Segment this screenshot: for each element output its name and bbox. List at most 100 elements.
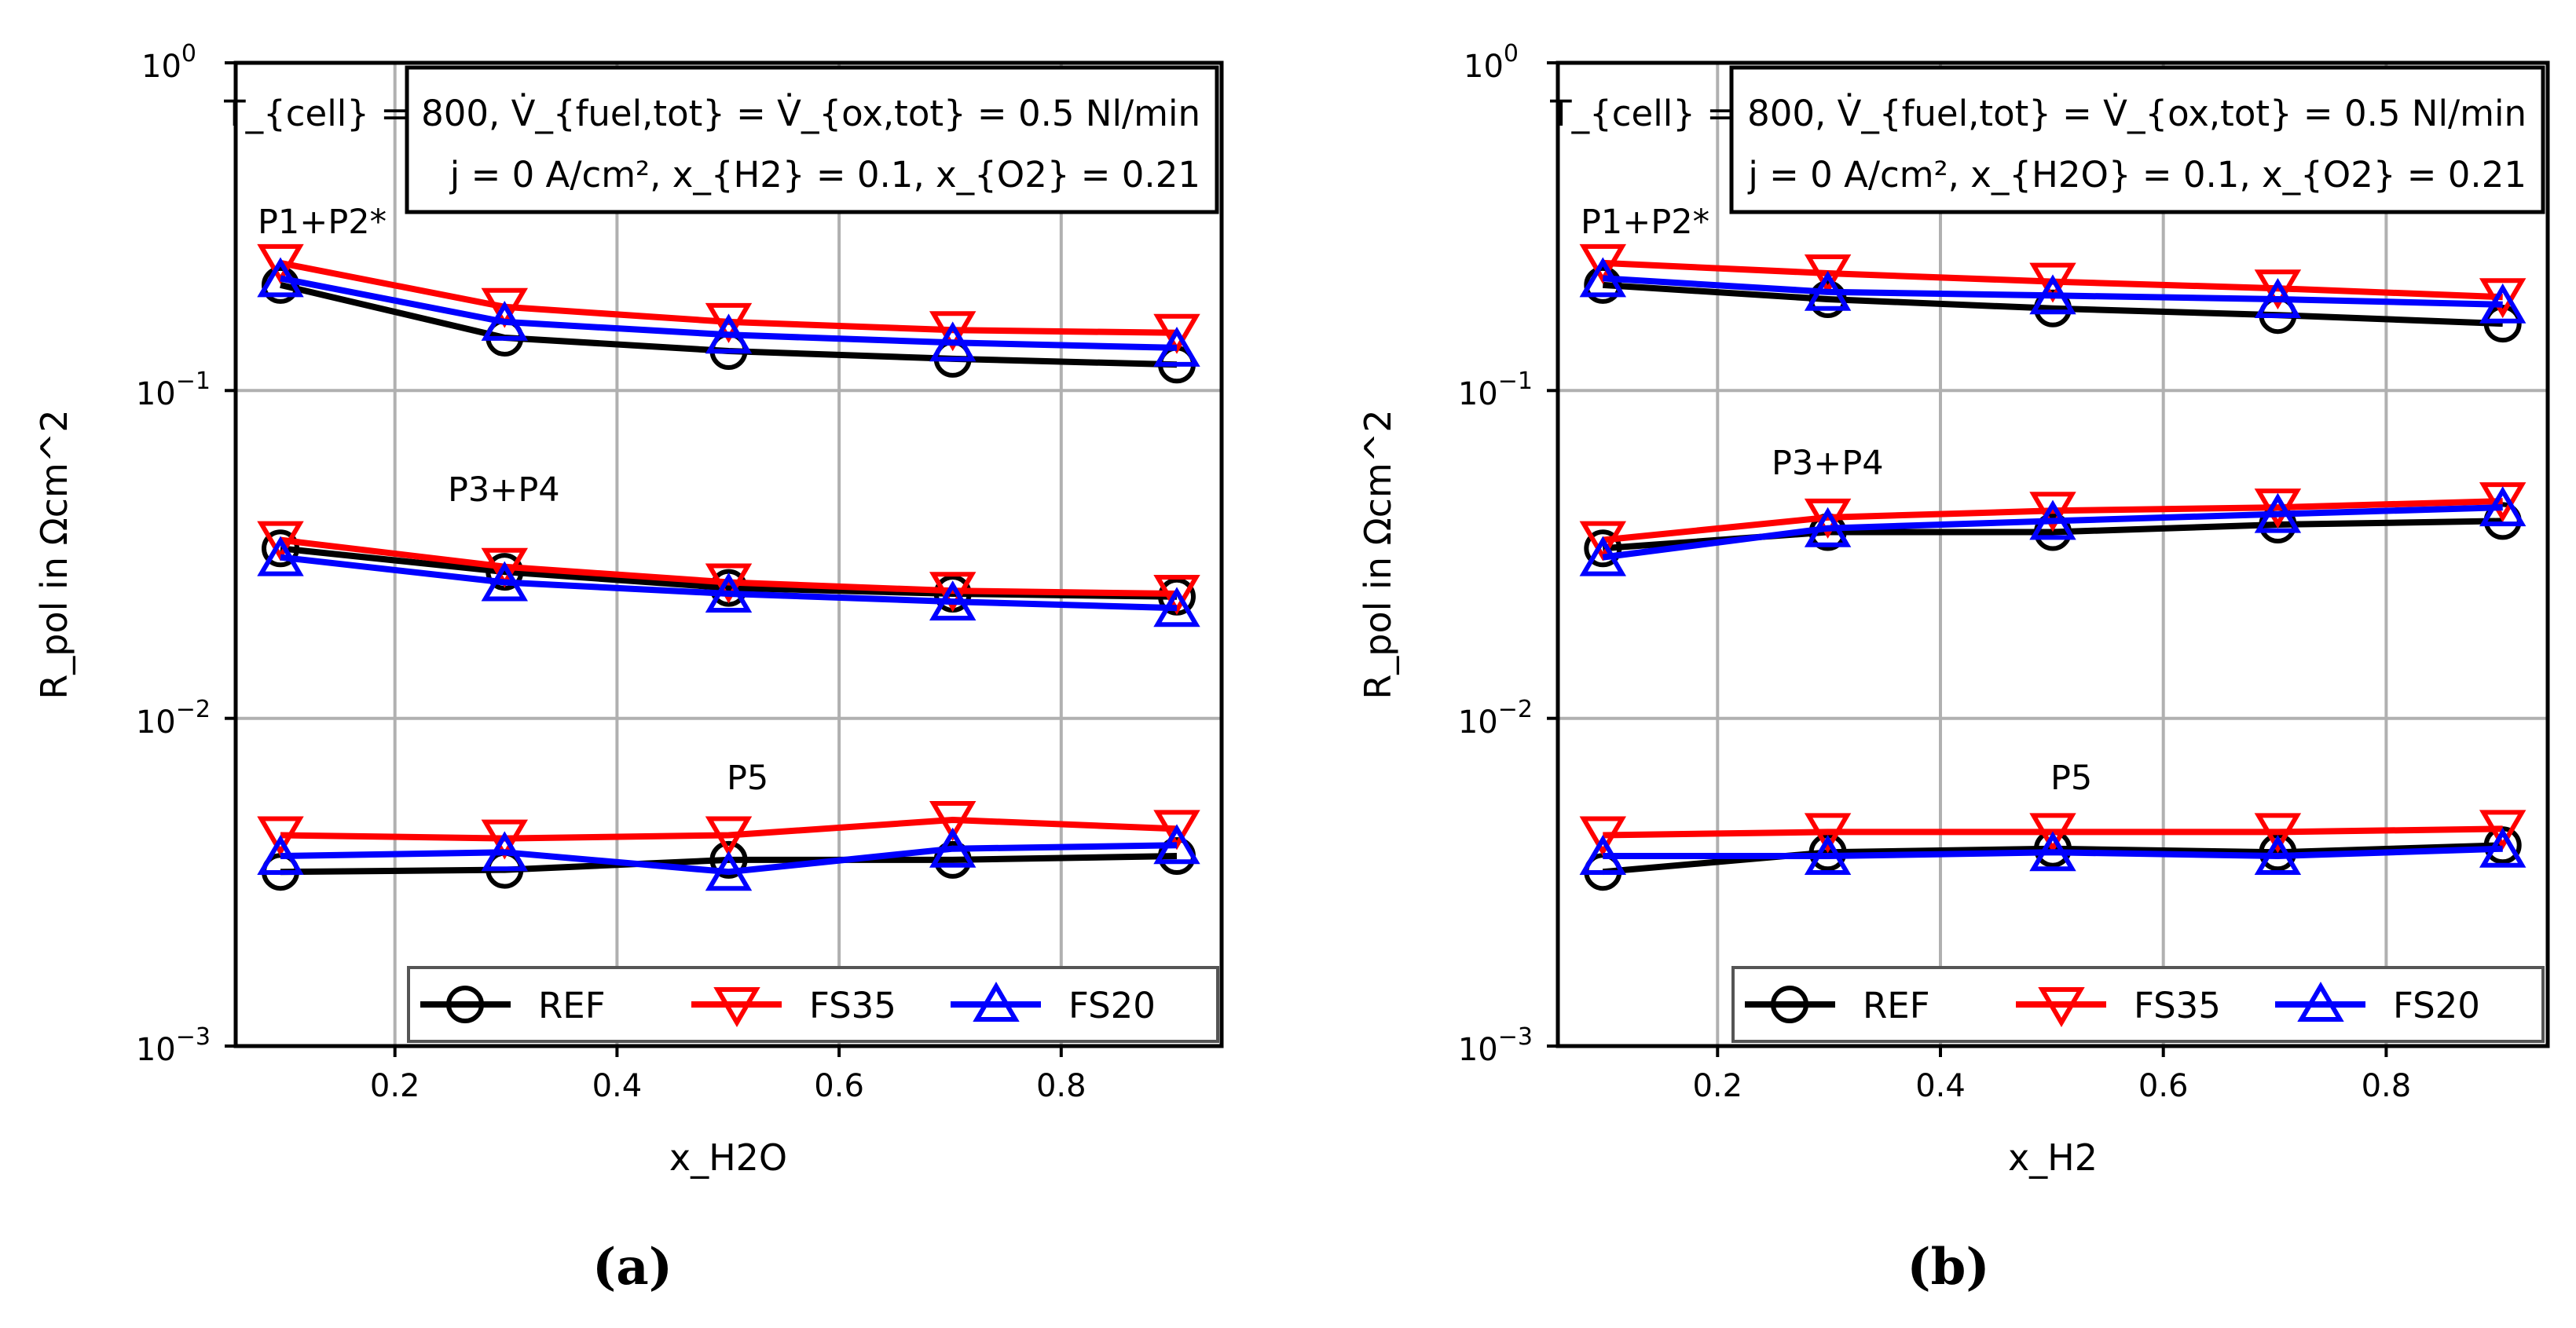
panel-a-xtick-label-4: 0.8 <box>1036 1068 1086 1104</box>
panel-b-ytick-label-4: 100 <box>1464 40 1519 85</box>
panel-b: P1+P2* P3+P4 P5 T_{cell} = 800, V̇_{fuel… <box>1357 40 2550 1297</box>
panel-b-marker-fs20-p5-3 <box>2254 835 2302 875</box>
panel-a-marker-fs35-p5-1 <box>481 819 529 860</box>
panel-b-series-line-fs20-p3-p4 <box>1602 504 2503 561</box>
panel-a-marker-fs20-p3-p4-3 <box>929 580 977 621</box>
panel-a-marker-fs20-p1-p2-3 <box>929 321 977 362</box>
panel-a-legend-fs35-label: FS35 <box>809 985 896 1026</box>
panel-b-annotation-p3p4: P3+P4 <box>1772 444 1884 483</box>
panel-a-xtick-label-1: 0.2 <box>370 1068 420 1104</box>
panel-b-marker-fs20-p3-p4-0 <box>1579 536 1627 576</box>
panel-b-marker-fs20-p3-p4-3 <box>2254 492 2302 533</box>
panel-a-marker-ref-p1-p2-0 <box>262 265 299 304</box>
panel-a-xlabel: x_H2O <box>669 1136 787 1179</box>
panel-a-marker-fs20-p3-p4-2 <box>705 573 753 613</box>
panel-a-annotation-p5: P5 <box>727 759 768 798</box>
panel-b-marker-fs20-p5-2 <box>2029 831 2076 872</box>
panel-a-ticks <box>225 61 1063 1057</box>
panel-a-marker-fs35-p5-2 <box>705 816 753 857</box>
panel-b-marker-fs20-p5-4 <box>2479 827 2527 868</box>
panel-a-marker-fs20-p1-p2-2 <box>705 313 753 354</box>
panel-a-marker-fs35-p3-p4-3 <box>929 572 977 613</box>
panel-a-ytick-label-1: 10−3 <box>136 1023 211 1068</box>
panel-a-marker-fs20-p3-p4-1 <box>481 561 529 602</box>
panel-b-marker-fs35-p5-3 <box>2254 813 2302 854</box>
panel-a-xtick-label-2: 0.4 <box>592 1068 643 1104</box>
panel-b-series-line-fs20-p1-p2 <box>1603 275 2503 308</box>
panel-a-legend: REF FS35 FS20 <box>407 966 1219 1043</box>
panel-a-marker-fs20-p5-2 <box>705 851 753 891</box>
panel-b-conditions-line1: T_{cell} = 800, V̇_{fuel,tot} = V̇_{ox,t… <box>1549 93 2527 134</box>
panel-b-marker-fs35-p3-p4-0 <box>1579 521 1627 562</box>
panel-a-legend-fs20-label: FS20 <box>1068 985 1156 1026</box>
panel-b-legend-ref-marker <box>1771 986 1808 1023</box>
panel-b-legend-ref-label: REF <box>1863 985 1930 1026</box>
panel-b-legend: REF FS35 FS20 <box>1731 966 2545 1043</box>
panel-b-legend-fs35-label: FS35 <box>2134 985 2221 1026</box>
panel-a-marker-fs20-p1-p2-0 <box>257 257 304 298</box>
panel-a-marker-fs35-p5-3 <box>929 801 977 841</box>
panel-a-legend-ref-marker <box>446 986 484 1023</box>
panel-b-marker-fs20-p1-p2-2 <box>2029 274 2076 315</box>
panel-b-marker-ref-p1-p2-0 <box>1584 265 1622 304</box>
panel-a-conditions-line1: T_{cell} = 800, V̇_{fuel,tot} = V̇_{ox,t… <box>223 93 1200 134</box>
panel-a-marker-fs20-p5-0 <box>257 835 304 875</box>
panel-b-series-line-fs35-p3-p4 <box>1602 498 2503 543</box>
panel-a-annotation-p3p4: P3+P4 <box>448 470 560 510</box>
panel-b-series <box>1579 243 2527 891</box>
panel-b-marker-fs35-p5-2 <box>2029 813 2076 854</box>
panel-b-marker-fs20-p1-p2-4 <box>2479 283 2527 324</box>
panel-a-legend-ref-label: REF <box>538 985 606 1026</box>
panel-b-marker-fs35-p5-1 <box>1804 813 1852 854</box>
panel-a-series-line-fs35-p3-p4 <box>280 536 1178 597</box>
panel-a-series-line-fs20-p5 <box>280 842 1178 876</box>
panel-b-conditions-box: T_{cell} = 800, V̇_{fuel,tot} = V̇_{ox,t… <box>1549 65 2545 214</box>
panel-a-marker-fs35-p5-0 <box>257 816 304 857</box>
panel-a-marker-fs20-p3-p4-0 <box>257 536 304 576</box>
panel-b-annotation-p1p2: P1+P2* <box>1581 203 1709 242</box>
panel-b-xtick-label-1: 0.2 <box>1692 1068 1742 1104</box>
panel-b-marker-fs20-p5-0 <box>1579 835 1627 875</box>
panel-a-marker-fs35-p1-p2-4 <box>1153 313 1200 354</box>
panel-b-xtick-label-4: 0.8 <box>2362 1068 2412 1104</box>
panel-b-marker-fs35-p5-4 <box>2479 810 2527 851</box>
panel-a-axes-frame <box>233 60 1224 1048</box>
panel-a-marker-ref-p3-p4-0 <box>262 529 299 568</box>
panel-a-marker-fs35-p3-p4-4 <box>1153 575 1200 615</box>
panel-b-axes-frame <box>1555 60 2550 1048</box>
panel-a-annotation-p1p2: P1+P2* <box>258 203 387 242</box>
panel-a-marker-fs20-p1-p2-1 <box>481 300 529 341</box>
panel-b-ytick-label-1: 10−3 <box>1458 1023 1533 1068</box>
panel-a-marker-ref-p3-p4-1 <box>486 553 524 591</box>
panel-b-legend-fs35-marker <box>2038 987 2085 1027</box>
panel-b-conditions-line2: j = 0 A/cm², x_{H2O} = 0.1, x_{O2} = 0.2… <box>1747 154 2527 196</box>
panel-a-series-line-fs20-p1-p2 <box>280 275 1178 351</box>
panel-b-ticks <box>1547 61 2388 1057</box>
panel-a-marker-fs35-p5-4 <box>1153 810 1200 851</box>
panel-a-marker-fs20-p1-p2-4 <box>1153 326 1200 367</box>
panel-b-marker-fs20-p1-p2-0 <box>1579 257 1627 298</box>
panel-b-ylabel: R_pol in Ωcm^2 <box>1357 409 1399 699</box>
panel-a-series <box>257 243 1200 891</box>
panel-a-marker-fs35-p3-p4-0 <box>257 521 304 562</box>
panel-a-legend-fs20-marker <box>973 982 1020 1022</box>
panel-b-xtick-label-3: 0.6 <box>2138 1068 2189 1104</box>
panel-a-marker-ref-p5-2 <box>709 840 748 879</box>
panel-b-marker-fs35-p1-p2-3 <box>2254 269 2302 310</box>
panel-b-marker-fs20-p5-1 <box>1804 835 1852 875</box>
panel-b-marker-fs20-p3-p4-2 <box>2029 499 2076 540</box>
panel-b-marker-fs20-p3-p4-1 <box>1804 507 1852 547</box>
panel-a-series-line-fs35-p5 <box>280 817 1178 842</box>
panel-b-series-line-ref-p1-p2 <box>1603 281 2503 327</box>
panel-b-marker-fs35-p1-p2-4 <box>2479 278 2527 319</box>
panel-a-caption: (a) <box>592 1238 672 1297</box>
panel-a-marker-fs35-p1-p2-2 <box>705 302 753 343</box>
panel-b-marker-fs20-p1-p2-3 <box>2254 278 2302 318</box>
panel-b-caption: (b) <box>1907 1238 1989 1297</box>
panel-a-marker-fs35-p3-p4-2 <box>705 563 753 604</box>
panel-b-marker-fs35-p3-p4-2 <box>2029 492 2076 532</box>
panel-b-marker-ref-p3-p4-0 <box>1584 529 1622 568</box>
panel-a-marker-ref-p3-p4-2 <box>709 569 748 607</box>
panel-b-marker-fs35-p5-0 <box>1579 816 1627 857</box>
panel-b-series-line-fs20-p5 <box>1603 845 2503 859</box>
